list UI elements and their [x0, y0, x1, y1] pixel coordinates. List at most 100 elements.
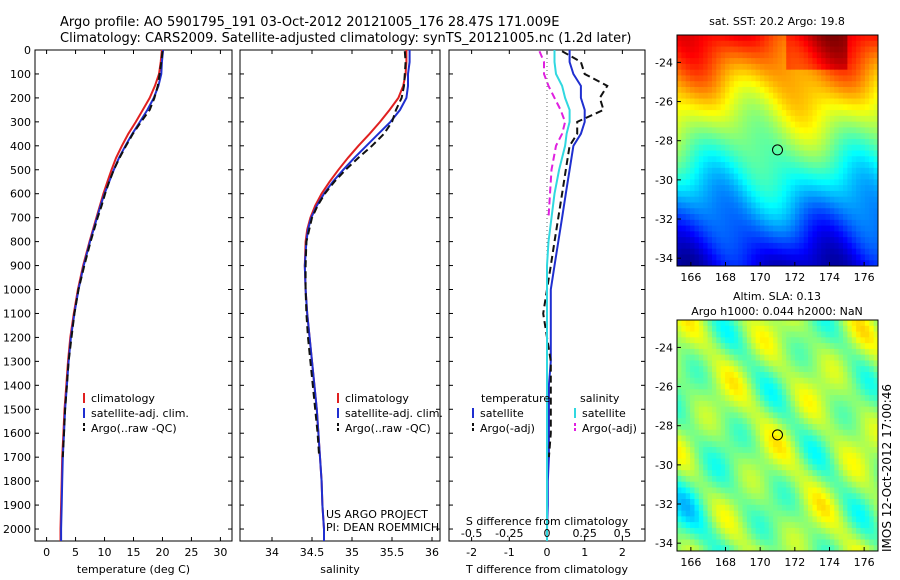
heatmap-cell [869, 260, 875, 267]
heatmap-cell [764, 435, 770, 442]
heatmap-cell [821, 52, 827, 59]
heatmap-cell [694, 69, 700, 76]
heatmap-cell [786, 150, 792, 157]
heatmap-cell [698, 196, 704, 203]
heatmap-cell [847, 144, 853, 152]
heatmap-cell [869, 522, 875, 529]
heatmap-cell [786, 69, 792, 76]
heatmap-cell [694, 400, 700, 408]
heatmap-cell [834, 360, 840, 367]
heatmap-cell [760, 167, 765, 175]
heatmap-cell [690, 441, 695, 448]
heatmap-cell [860, 260, 866, 267]
heatmap-cell [803, 144, 809, 152]
heatmap-cell [834, 63, 840, 71]
heatmap-cell [760, 104, 765, 111]
heatmap-cell [707, 545, 713, 552]
heatmap-cell [751, 533, 757, 540]
heatmap-cell [825, 173, 831, 180]
heatmap-cell [803, 248, 809, 255]
heatmap-cell [746, 527, 752, 535]
heatmap-cell [707, 225, 713, 232]
heatmap-cell [720, 325, 726, 333]
heatmap-cell [821, 435, 827, 442]
heatmap-cell [768, 86, 774, 94]
heatmap-cell [768, 320, 774, 327]
heatmap-cell [768, 504, 774, 512]
footer-stamp: IMOS 12-Oct-2012 17:00:46 [880, 384, 894, 552]
heatmap-cell [720, 98, 726, 105]
heatmap-cell [768, 487, 774, 494]
heatmap-cell [790, 447, 796, 454]
heatmap-cell [860, 63, 866, 71]
heatmap-cell [799, 179, 805, 186]
heatmap-cell [803, 173, 809, 180]
heatmap-cell [733, 522, 739, 529]
heatmap-cell [781, 86, 787, 94]
heatmap-cell [860, 348, 866, 356]
heatmap-cell [786, 237, 792, 244]
heatmap-cell [690, 510, 695, 517]
legend-entry: climatology [345, 392, 409, 405]
heatmap-cell [790, 98, 796, 105]
heatmap-cell [716, 202, 722, 209]
heatmap-cell [838, 190, 844, 198]
heatmap-cell [738, 371, 744, 379]
heatmap-cell [742, 325, 748, 333]
heatmap-cell [834, 219, 840, 227]
heatmap-cell [742, 441, 748, 448]
heatmap-cell [851, 133, 857, 140]
heatmap-cell [864, 545, 870, 552]
heatmap-cell [873, 383, 879, 390]
heatmap-cell [707, 418, 713, 425]
heatmap-cell [716, 429, 722, 437]
heatmap-cell [738, 225, 744, 232]
heatmap-cell [738, 337, 744, 344]
heatmap-cell [725, 545, 730, 552]
heatmap-cell [860, 167, 866, 175]
heatmap-cell [760, 138, 765, 146]
heatmap-cell [799, 366, 805, 373]
heatmap-cell [864, 516, 870, 523]
heatmap-cell [821, 504, 827, 512]
heatmap-cell [698, 389, 704, 396]
heatmap-cell [829, 173, 835, 180]
heatmap-cell [864, 452, 870, 460]
heatmap-cell [773, 325, 778, 333]
heatmap-cell [698, 46, 704, 53]
heatmap-cell [799, 447, 805, 454]
heatmap-cell [681, 493, 687, 500]
heatmap-cell [751, 156, 757, 163]
heatmap-cell [803, 481, 809, 488]
heatmap-cell [698, 179, 704, 186]
series-line-argoadj [538, 50, 567, 218]
heatmap-cell [790, 214, 796, 221]
heatmap-cell [834, 58, 840, 65]
heatmap-cell [751, 121, 757, 128]
heatmap-cell [746, 40, 752, 48]
heatmap-cell [677, 254, 682, 261]
heatmap-cell [834, 377, 840, 385]
heatmap-cell [729, 377, 735, 385]
heatmap-cell [803, 389, 809, 396]
heatmap-cell [777, 46, 783, 53]
heatmap-cell [773, 138, 778, 146]
heatmap-cell [873, 225, 879, 232]
heatmap-cell [764, 354, 770, 361]
heatmap-cell [847, 447, 853, 454]
heatmap-cell [838, 533, 844, 540]
heatmap-cell [808, 214, 813, 221]
heatmap-cell [869, 214, 875, 221]
heatmap-cell [851, 185, 857, 192]
heatmap-cell [847, 458, 853, 465]
heatmap-cell [829, 441, 835, 448]
heatmap-cell [698, 487, 704, 494]
heatmap-cell [825, 452, 831, 460]
heatmap-cell [738, 144, 744, 152]
heatmap-cell [681, 75, 687, 82]
heatmap-cell [838, 162, 844, 169]
x-tick-label: 30 [213, 546, 227, 559]
heatmap-cell [777, 144, 783, 152]
heatmap-cell [711, 35, 717, 42]
heatmap-cell [677, 331, 682, 338]
